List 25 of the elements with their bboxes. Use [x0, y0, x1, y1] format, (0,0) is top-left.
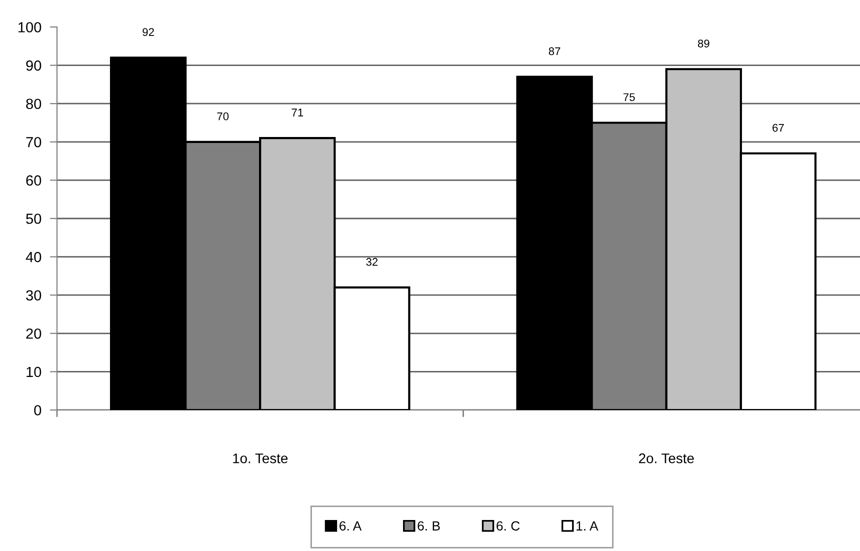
- y-tick-label: 30: [26, 290, 42, 301]
- x-tick-label: 2o. Teste: [639, 453, 694, 464]
- y-tick-label: 0: [34, 405, 42, 416]
- y-tick-label: 50: [26, 214, 42, 224]
- data-label: 92: [142, 28, 154, 36]
- data-label: 75: [623, 93, 635, 102]
- y-tick-label: 20: [26, 328, 42, 339]
- data-label: 89: [698, 40, 710, 48]
- x-tick-label: 1o. Teste: [233, 454, 288, 464]
- y-tick-label: 60: [26, 175, 42, 186]
- data-label: 67: [772, 124, 784, 132]
- y-tick-label: 90: [26, 60, 42, 71]
- data-label: 32: [366, 258, 378, 266]
- legend-label: 6. A: [340, 521, 362, 531]
- data-label: 71: [292, 108, 304, 116]
- legend-label: 6. C: [496, 521, 520, 531]
- legend-label: 6. B: [418, 521, 440, 531]
- y-tick-label: 80: [26, 98, 42, 110]
- y-tick-label: 100: [18, 22, 42, 32]
- y-tick-label: 70: [26, 137, 42, 148]
- y-tick-label: 10: [26, 366, 42, 378]
- legend-label: 1. A: [576, 521, 598, 530]
- data-label: 70: [217, 112, 229, 120]
- data-label: 87: [548, 47, 560, 56]
- y-tick-label: 40: [26, 252, 42, 262]
